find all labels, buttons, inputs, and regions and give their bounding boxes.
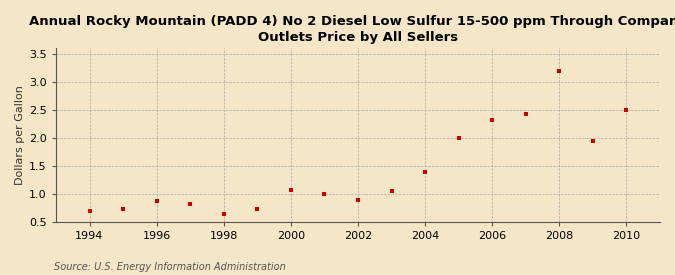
Point xyxy=(252,207,263,211)
Point xyxy=(319,192,330,196)
Point xyxy=(84,208,95,213)
Point xyxy=(453,135,464,140)
Point xyxy=(420,170,431,174)
Point xyxy=(487,117,497,122)
Point xyxy=(352,198,363,203)
Title: Annual Rocky Mountain (PADD 4) No 2 Diesel Low Sulfur 15-500 ppm Through Company: Annual Rocky Mountain (PADD 4) No 2 Dies… xyxy=(29,15,675,44)
Point xyxy=(117,207,128,211)
Point xyxy=(286,188,296,192)
Point xyxy=(386,189,397,193)
Point xyxy=(621,108,632,112)
Point xyxy=(554,69,565,74)
Point xyxy=(151,199,162,203)
Point xyxy=(587,139,598,143)
Point xyxy=(185,202,196,207)
Point xyxy=(218,212,229,217)
Text: Source: U.S. Energy Information Administration: Source: U.S. Energy Information Administ… xyxy=(54,262,286,272)
Y-axis label: Dollars per Gallon: Dollars per Gallon xyxy=(15,85,25,185)
Point xyxy=(520,111,531,116)
